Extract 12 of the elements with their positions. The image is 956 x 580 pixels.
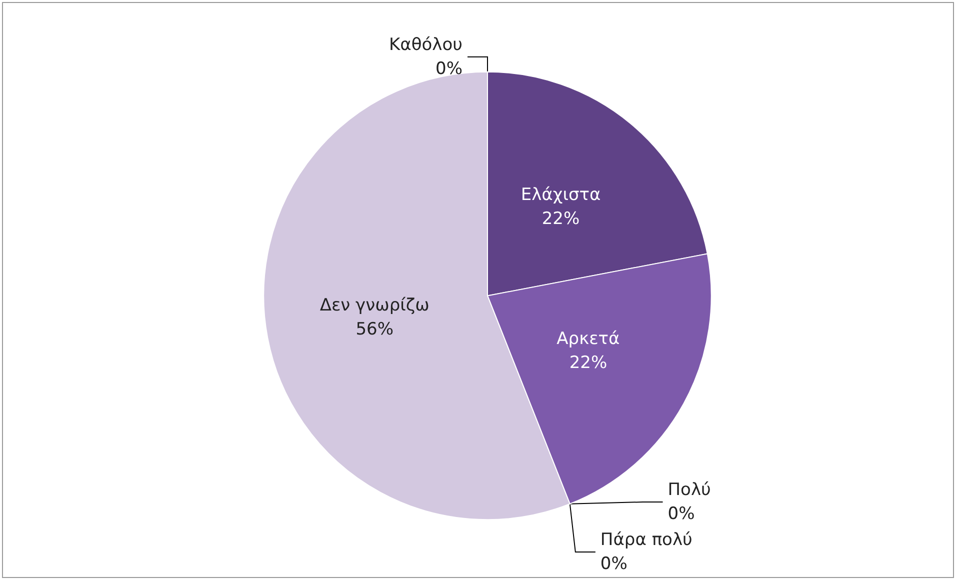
data-label: 22%	[569, 353, 608, 374]
text: 0%	[436, 58, 462, 79]
text: 0%	[600, 554, 628, 574]
data-label: 56%	[356, 319, 394, 340]
category-label: Πάρα πολύ	[600, 530, 692, 550]
category-label: Καθόλου	[389, 34, 462, 55]
text: 0%	[668, 504, 695, 524]
slice-label: Ελάχιστα	[520, 185, 601, 206]
slice-label: Αρκετά	[556, 329, 620, 350]
data-label: 22%	[542, 209, 580, 230]
slice-label: Δεν γνωρίζω	[320, 295, 430, 316]
category-label: Πολύ	[668, 480, 711, 500]
